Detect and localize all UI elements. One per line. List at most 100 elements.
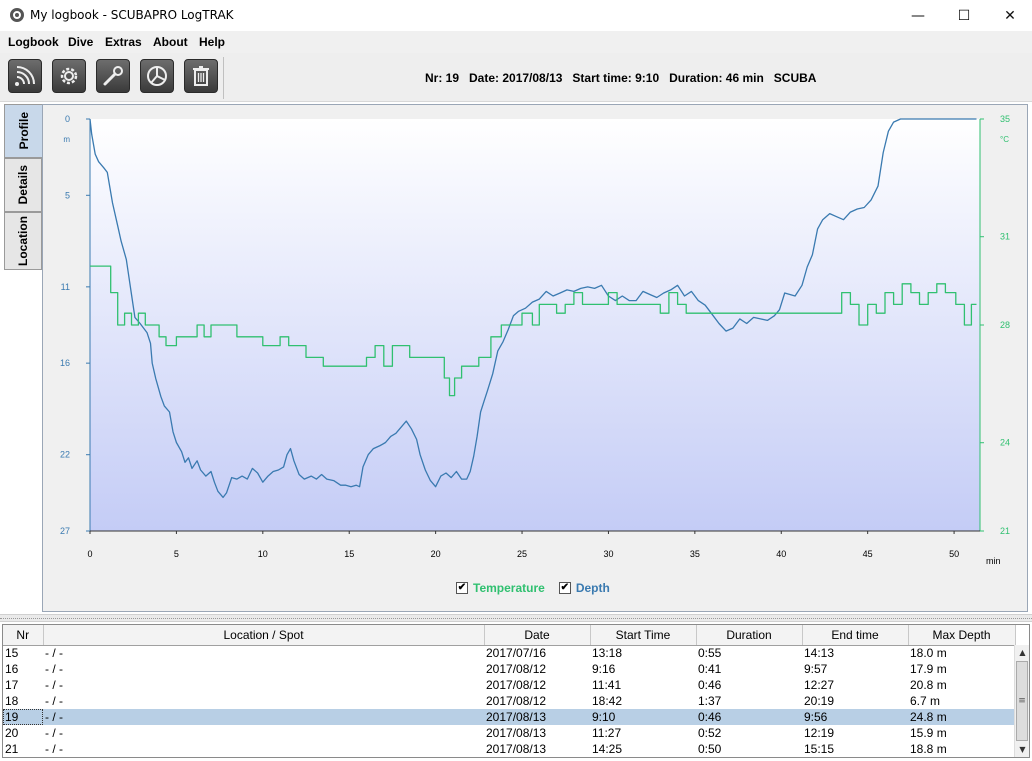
depth-unit-label: m bbox=[63, 135, 70, 144]
table-row[interactable]: 20 - / - 2017/08/13 11:27 0:52 12:19 15.9 m bbox=[3, 725, 1015, 741]
window-title: My logbook - SCUBAPRO LogTRAK bbox=[30, 8, 234, 22]
x-tick-label: 15 bbox=[344, 549, 354, 559]
col-max-depth-cell: 17.9 m bbox=[910, 662, 947, 676]
col-max-depth-header[interactable]: Max Depth bbox=[908, 625, 1016, 646]
legend-depth[interactable]: ✔ Depth bbox=[558, 581, 610, 595]
menu-about[interactable]: About bbox=[153, 35, 188, 49]
col-max-depth-cell: 18.8 m bbox=[910, 742, 947, 756]
col-date-cell: 2017/08/12 bbox=[486, 662, 547, 676]
table-scrollbar[interactable]: ▲ ≡ ▼ bbox=[1014, 645, 1029, 757]
col-start-time-header[interactable]: Start Time bbox=[590, 625, 697, 646]
tab-details[interactable]: Details bbox=[4, 158, 42, 212]
col-location-cell: - / - bbox=[45, 662, 63, 676]
col-nr-cell: 19 bbox=[3, 709, 43, 725]
app-logo-icon bbox=[10, 8, 24, 22]
col-nr-header[interactable]: Nr bbox=[3, 625, 44, 646]
col-end-time-header[interactable]: End time bbox=[802, 625, 909, 646]
col-duration-cell: 0:41 bbox=[698, 662, 722, 676]
col-end-time-cell: 12:19 bbox=[804, 726, 835, 740]
table-row[interactable]: 16 - / - 2017/08/12 9:16 0:41 9:57 17.9 m bbox=[3, 661, 1015, 677]
menu-bar: Logbook Dive Extras About Help bbox=[0, 31, 1032, 53]
toolbar: Nr: 19 Date: 2017/08/13 Start time: 9:10… bbox=[0, 53, 1032, 102]
tools-button[interactable] bbox=[96, 59, 130, 93]
delete-button[interactable] bbox=[184, 59, 218, 93]
col-location-cell: - / - bbox=[45, 678, 63, 692]
tab-location[interactable]: Location bbox=[4, 212, 42, 270]
col-nr-cell: 21 bbox=[5, 742, 19, 756]
scroll-up-arrow-icon[interactable]: ▲ bbox=[1019, 648, 1026, 657]
col-max-depth-cell: 6.7 m bbox=[910, 694, 941, 708]
menu-dive[interactable]: Dive bbox=[68, 35, 94, 49]
x-tick-label: 30 bbox=[603, 549, 613, 559]
panel-splitter[interactable] bbox=[0, 614, 1032, 622]
download-button[interactable] bbox=[8, 59, 42, 93]
trash-icon bbox=[193, 66, 209, 86]
col-location-cell: - / - bbox=[43, 709, 484, 725]
table-row[interactable]: 17 - / - 2017/08/12 11:41 0:46 12:27 20.8 m bbox=[3, 677, 1015, 693]
col-location-cell: - / - bbox=[45, 694, 63, 708]
col-end-time-cell: 14:13 bbox=[804, 646, 835, 661]
statistics-pie-icon bbox=[147, 66, 167, 86]
col-date-cell: 2017/08/12 bbox=[486, 694, 547, 708]
x-tick-label: 35 bbox=[690, 549, 700, 559]
x-tick-label: 40 bbox=[776, 549, 786, 559]
temp-tick-label: 24 bbox=[1000, 438, 1010, 448]
dive-info-summary: Nr: 19 Date: 2017/08/13 Start time: 9:10… bbox=[425, 71, 817, 85]
temperature-series-line bbox=[90, 265, 977, 397]
legend-temperature-label: Temperature bbox=[473, 581, 545, 595]
col-end-time-cell: 9:56 bbox=[802, 709, 908, 725]
tab-profile[interactable]: Profile bbox=[4, 104, 42, 158]
x-tick-label: 25 bbox=[517, 549, 527, 559]
settings-button[interactable] bbox=[52, 59, 86, 93]
menu-logbook[interactable]: Logbook bbox=[8, 35, 59, 49]
col-max-depth-cell: 18.0 m bbox=[910, 646, 947, 661]
col-start-time-cell: 13:18 bbox=[592, 646, 623, 661]
temp-tick-label: 21 bbox=[1000, 526, 1010, 536]
col-duration-cell: 0:52 bbox=[698, 726, 722, 740]
x-tick-label: 50 bbox=[949, 549, 959, 559]
col-date-cell: 2017/08/13 bbox=[486, 742, 547, 756]
temp-tick-label: 28 bbox=[1000, 320, 1010, 330]
temperature-checkbox[interactable]: ✔ bbox=[456, 582, 468, 594]
settings-gear-icon bbox=[60, 67, 78, 85]
dive-profile-chart-panel: 0 5 11 16 22 27 m 35 31 28 24 21 °C 0 5 10 15 20 25 30 35 40 4… bbox=[42, 104, 1028, 612]
depth-tick-label: 0 bbox=[65, 114, 70, 124]
col-duration-header[interactable]: Duration bbox=[696, 625, 803, 646]
legend-temperature[interactable]: ✔ Temperature bbox=[456, 581, 545, 595]
col-location-header[interactable]: Location / Spot bbox=[43, 625, 485, 646]
col-date-header[interactable]: Date bbox=[484, 625, 591, 646]
close-button[interactable]: ✕ bbox=[1004, 7, 1016, 24]
x-tick-label: 20 bbox=[431, 549, 441, 559]
col-duration-cell: 0:46 bbox=[698, 678, 722, 692]
col-end-time-cell: 20:19 bbox=[804, 694, 835, 708]
tab-profile-label: Profile bbox=[16, 112, 31, 150]
wrench-icon bbox=[103, 66, 123, 86]
table-row[interactable]: 21 - / - 2017/08/13 14:25 0:50 15:15 18.8 m bbox=[3, 741, 1015, 757]
menu-extras[interactable]: Extras bbox=[105, 35, 142, 49]
col-location-cell: - / - bbox=[45, 726, 63, 740]
table-row[interactable]: 19- / -2017/08/13 9:10 0:46 9:56 24.8 m bbox=[3, 709, 1015, 725]
col-location-cell: - / - bbox=[45, 646, 63, 661]
dive-profile-chart: 0 5 11 16 22 27 m 35 31 28 24 21 °C 0 5 10 15 20 25 30 35 40 4… bbox=[60, 114, 1010, 566]
scroll-thumb[interactable]: ≡ bbox=[1016, 661, 1028, 741]
col-start-time-cell: 18:42 bbox=[592, 694, 623, 708]
col-date-cell: 2017/08/12 bbox=[486, 678, 547, 692]
x-tick-label: 10 bbox=[258, 549, 268, 559]
col-start-time-cell: 9:10 bbox=[590, 709, 696, 725]
maximize-button[interactable]: ☐ bbox=[957, 7, 971, 24]
view-tabs: Profile Details Location bbox=[4, 104, 42, 612]
scroll-down-arrow-icon[interactable]: ▼ bbox=[1019, 745, 1026, 754]
statistics-button[interactable] bbox=[140, 59, 174, 93]
legend-depth-label: Depth bbox=[575, 581, 610, 595]
menu-help[interactable]: Help bbox=[199, 35, 226, 49]
depth-tick-label: 27 bbox=[60, 526, 70, 536]
depth-tick-label: 16 bbox=[60, 358, 70, 368]
table-row[interactable]: 18 - / - 2017/08/12 18:42 1:37 20:19 6.7 m bbox=[3, 693, 1015, 709]
col-max-depth-cell: 24.8 m bbox=[908, 709, 1015, 725]
depth-checkbox[interactable]: ✔ bbox=[558, 582, 571, 594]
col-duration-cell: 1:37 bbox=[698, 694, 722, 708]
col-end-time-cell: 12:27 bbox=[804, 678, 835, 692]
table-row[interactable]: 15 - / - 2017/07/16 13:18 0:55 14:13 18.0 m bbox=[3, 645, 1015, 661]
minimize-button[interactable]: — bbox=[911, 7, 925, 24]
col-duration-cell: 0:50 bbox=[698, 742, 722, 756]
